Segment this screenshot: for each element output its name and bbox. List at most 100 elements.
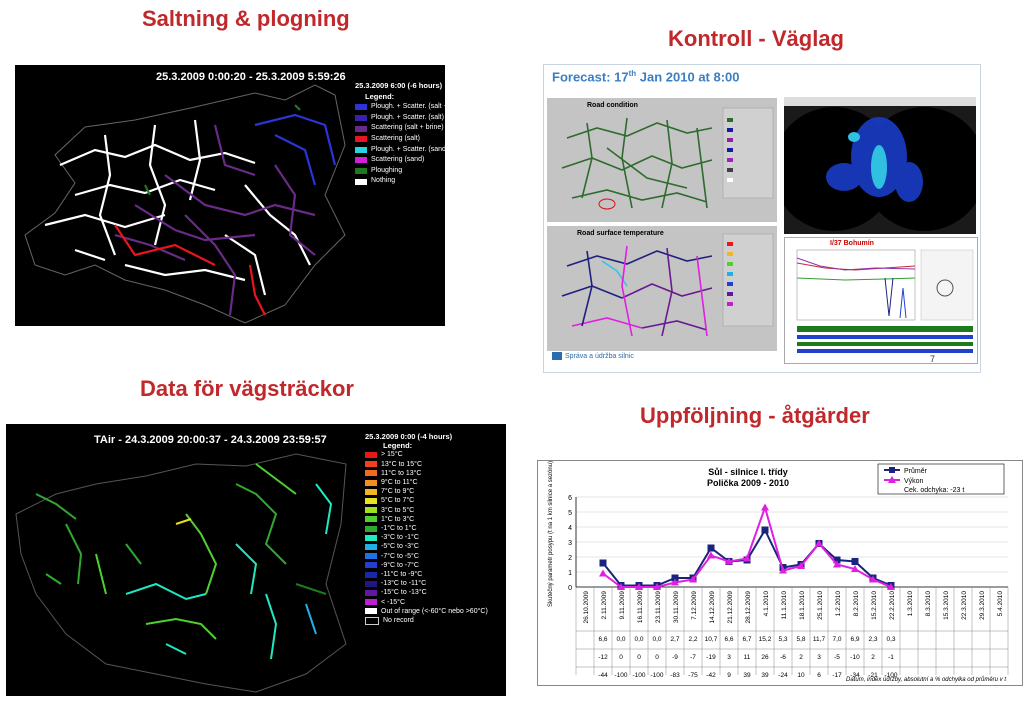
forecast-logo: Správa a údržba silnic [552, 352, 634, 360]
chart-point-vykon [779, 566, 787, 574]
tair-legend-label: -15°C to -13°C [381, 589, 427, 597]
chart-x-tick: 25.1.2010 [817, 591, 824, 620]
salt-legend-swatch [355, 104, 367, 111]
chart-table-cell: 2,2 [688, 636, 697, 643]
chart-table-cell: -75 [688, 672, 698, 679]
tair-legend-swatch [365, 525, 377, 532]
chart-y-tick: 6 [568, 495, 572, 502]
chart-table-cell: -19 [706, 654, 716, 661]
chart-table-cell: 10 [797, 672, 805, 679]
chart-x-tick: 26.10.2009 [583, 591, 590, 624]
tair-legend-label: -9°C to -7°C [381, 561, 419, 569]
tair-legend-swatch [365, 553, 377, 560]
tair-legend-label: 5°C to 7°C [381, 497, 415, 505]
chart-y-tick: 1 [568, 570, 572, 577]
chart-y-tick: 3 [568, 540, 572, 547]
salt-legend: 25.3.2009 6:00 (-6 hours) Legend: Plough… [355, 81, 445, 187]
tair-legend-label: 1°C to 3°C [381, 515, 415, 523]
chart-table-cell: 11,7 [813, 636, 826, 643]
forecast-panel: Forecast: 17th Jan 2010 at 8:00 Road con… [543, 64, 981, 373]
tair-legend-item: 1°C to 3°C [365, 515, 505, 524]
chart-table-cell: 15,2 [759, 636, 772, 643]
chart-point-prumer [761, 526, 769, 534]
logo-icon [552, 352, 562, 360]
salt-legend-item: Scattering (sand) [355, 155, 445, 166]
chart-x-tick: 15.2.2010 [871, 591, 878, 620]
salt-legend-item: Ploughing [355, 166, 445, 177]
tair-legend-label: < -15°C [381, 598, 406, 606]
tair-legend-swatch [365, 498, 377, 505]
tair-legend-swatch [365, 599, 377, 606]
chart-table-cell: 10,7 [705, 636, 718, 643]
tair-legend-item: 3°C to 5°C [365, 506, 505, 515]
salt-road-map [24, 84, 346, 324]
tair-legend-item: -15°C to -13°C [365, 588, 505, 597]
chart-x-tick: 1.3.2010 [907, 591, 914, 617]
followup-chart-panel: Sůl - silnice I. třídy Polička 2009 - 201… [537, 460, 1023, 686]
tair-legend-swatch [365, 488, 377, 495]
chart-table-cell: 0,0 [652, 636, 661, 643]
bohumin-chart: I/37 Bohumín [784, 237, 978, 364]
logo-text: Správa a údržba silnic [565, 352, 634, 360]
chart-table-cell: 6,6 [598, 636, 607, 643]
chart-point-prumer [599, 559, 607, 567]
chart-x-tick: 21.12.2009 [727, 591, 734, 624]
tair-legend-swatch [365, 544, 377, 551]
salt-legend-label: Ploughing [371, 166, 403, 174]
chart-x-tick: 2.11.2009 [601, 591, 608, 620]
salt-map-title: 25.3.2009 0:00:20 - 25.3.2009 5:59:26 [156, 71, 346, 83]
tair-road-map [15, 453, 347, 693]
tair-legend-swatch [365, 534, 377, 541]
salt-legend-label: Scattering (salt + brine) [371, 124, 444, 132]
salt-legend-item: Plough. + Scatter. (sand) [355, 145, 445, 156]
chart-table-cell: -24 [778, 672, 788, 679]
radar-panel [772, 97, 980, 234]
tair-legend-item: 5°C to 7°C [365, 496, 505, 505]
chart-table-cell: 6,6 [724, 636, 733, 643]
page-number: 7 [930, 354, 936, 364]
road-temp-map: Road surface temperature [546, 225, 778, 352]
chart-table-cell: -5 [834, 654, 840, 661]
salt-legend-swatch [355, 168, 367, 175]
tair-legend-label: > 15°C [381, 451, 403, 459]
chart-table-cell: 2 [871, 654, 875, 661]
chart-table-cell: -10 [850, 654, 860, 661]
chart-table-cell: 7,0 [832, 636, 841, 643]
chart-x-tick: 28.12.2009 [745, 591, 752, 624]
chart-x-tick: 4.1.2010 [763, 591, 770, 617]
chart-table-cell: -17 [832, 672, 842, 679]
chart-table-cell: 5,3 [778, 636, 787, 643]
chart-table-cell: 11 [744, 654, 751, 661]
chart-point-vykon [671, 578, 679, 586]
chart-table-cell: 0 [637, 654, 641, 661]
chart-x-tick: 8.2.2010 [853, 591, 860, 617]
tair-legend-label: 9°C to 11°C [381, 479, 418, 487]
chart-legend-label-2: Výkon [904, 478, 924, 485]
tair-legend-item: -11°C to -9°C [365, 570, 505, 579]
salt-legend-swatch [355, 136, 367, 143]
chart-table-cell: 0 [619, 654, 623, 661]
road-condition-roads [561, 107, 774, 210]
chart-table-cell: -1 [888, 654, 894, 661]
chart-table-cell: 39 [761, 672, 769, 679]
chart-point-vykon [743, 554, 751, 562]
tair-legend-swatch [365, 580, 377, 587]
forecast-title-rest: Jan 2010 at 8:00 [636, 69, 740, 85]
chart-point-vykon [761, 503, 769, 511]
tair-legend-swatch [365, 461, 377, 468]
chart-point-prumer [671, 574, 679, 582]
road-condition-legend [722, 107, 774, 199]
tair-legend-item: 9°C to 11°C [365, 478, 505, 487]
chart-table-cell: -42 [706, 672, 716, 679]
salt-legend-item: Scattering (salt) [355, 134, 445, 145]
chart-point-vykon [851, 565, 859, 572]
salt-legend-item: Plough. + Scatter. (salt + brine) [355, 102, 445, 113]
tair-legend-item: < -15°C [365, 598, 505, 607]
salt-legend-label: Plough. + Scatter. (salt + brine) [371, 103, 445, 111]
tair-legend-label: 3°C to 5°C [381, 506, 415, 514]
chart-table-cell: -100 [650, 672, 663, 679]
tair-legend-item: No record [365, 616, 505, 625]
chart-table-cell: -7 [690, 654, 696, 661]
tair-legend-swatch [365, 590, 377, 597]
salt-legend-title: Legend: [365, 91, 395, 101]
